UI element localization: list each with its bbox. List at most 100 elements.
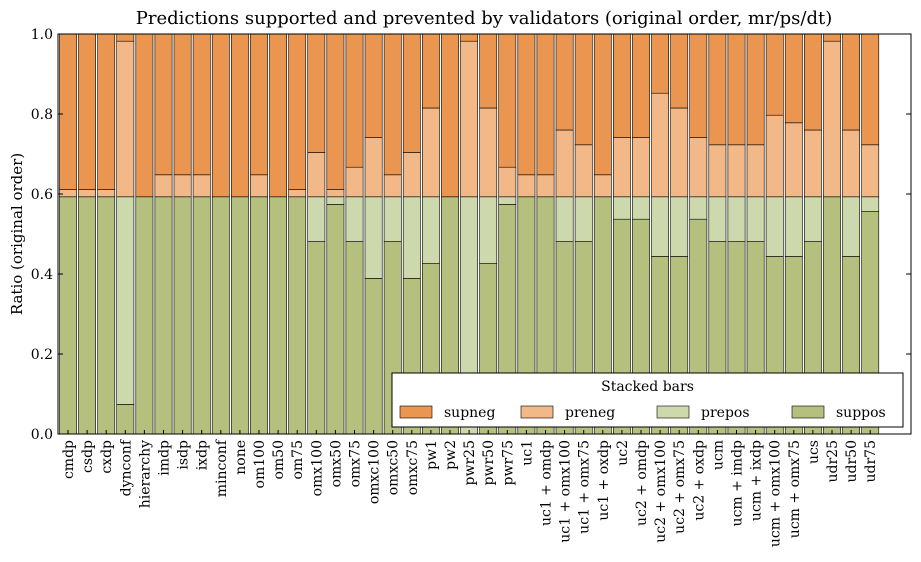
- bar-segment-suppos: [250, 196, 268, 435]
- bar-segment-preneg: [116, 40, 135, 198]
- bar-segment-supneg: [402, 33, 421, 153]
- bar-segment-prepos: [383, 196, 402, 242]
- x-tick-label: udr75: [863, 440, 879, 483]
- bar-segment-prepos: [708, 196, 727, 242]
- bar-segment-prepos: [364, 196, 383, 279]
- x-tick-label: uc1 + omx75: [577, 440, 593, 534]
- bar-segment-supneg: [517, 33, 536, 176]
- bar-segment-preneg: [574, 144, 593, 198]
- y-axis-label: Ratio (original order): [8, 153, 26, 315]
- bar-segment-supneg: [59, 33, 77, 190]
- bar-segment-preneg: [288, 189, 307, 198]
- x-tick-label: none: [233, 440, 249, 475]
- bar-segment-supneg: [154, 33, 173, 176]
- bar-segment-suppos: [116, 404, 135, 435]
- x-tick-label: pw2: [443, 440, 459, 470]
- x-tick-label: uc2: [615, 440, 631, 466]
- bar-segment-preneg: [402, 152, 421, 198]
- bar-segment-prepos: [861, 196, 880, 212]
- bar-segment-suppos: [97, 196, 116, 435]
- bar-segment-supneg: [632, 33, 650, 138]
- bar-segment-preneg: [670, 107, 689, 198]
- bar-segment-supneg: [708, 33, 727, 146]
- bar-segment-preneg: [651, 92, 670, 198]
- legend: Stacked bars supneg preneg prepos suppos: [391, 372, 904, 428]
- x-tick-label: omxc75: [405, 440, 421, 495]
- x-tick-label: uc1: [519, 440, 535, 466]
- bar-segment-supneg: [269, 33, 288, 198]
- x-tick-label: udr25: [825, 440, 841, 483]
- bar-segment-preneg: [479, 107, 498, 198]
- bar-segment-preneg: [326, 189, 345, 198]
- bar-segment-suppos: [59, 196, 77, 435]
- bar-segment-suppos: [307, 241, 326, 435]
- bar-segment-prepos: [632, 196, 650, 220]
- bar-segment-preneg: [345, 166, 364, 198]
- bar-segment-prepos: [746, 196, 765, 242]
- bar-segment-supneg: [784, 33, 803, 124]
- x-tick-label: cmdp: [61, 440, 77, 479]
- bar-segment-preneg: [689, 137, 708, 198]
- bar-segment-supneg: [803, 33, 822, 131]
- x-tick-label: omx75: [348, 440, 364, 487]
- bar-segment-suppos: [345, 241, 364, 435]
- legend-label-supneg: supneg: [444, 405, 495, 421]
- bar-segment-supneg: [250, 33, 268, 176]
- bar-segment-prepos: [670, 196, 689, 257]
- bar-segment-suppos: [288, 196, 307, 435]
- x-tick-label: hierarchy: [137, 440, 153, 508]
- bar-segment-prepos: [689, 196, 708, 220]
- bar-segment-suppos: [192, 196, 211, 435]
- x-tick-label: om100: [252, 440, 268, 488]
- bar-segment-preneg: [78, 189, 97, 198]
- bar-segment-prepos: [574, 196, 593, 242]
- x-tick-label: om75: [290, 440, 306, 480]
- bar-segment-preneg: [727, 144, 746, 198]
- bar-segment-prepos: [307, 196, 326, 242]
- bar-segment-supneg: [536, 33, 555, 176]
- bar-segment-supneg: [555, 33, 574, 131]
- legend-swatch-suppos: [791, 405, 825, 419]
- bar-segment-preneg: [383, 174, 402, 198]
- bar-segment-prepos: [803, 196, 822, 242]
- bar-segment-supneg: [192, 33, 211, 176]
- legend-label-suppos: suppos: [836, 405, 886, 421]
- bar-segment-prepos: [116, 196, 135, 405]
- bar-segment-prepos: [345, 196, 364, 242]
- legend-swatch-preneg: [520, 405, 554, 419]
- bar-segment-preneg: [861, 144, 880, 198]
- bar-segment-supneg: [842, 33, 861, 131]
- x-tick-label: omx50: [328, 440, 344, 487]
- bar-segment-supneg: [421, 33, 440, 109]
- x-tick-label: pw1: [424, 440, 440, 470]
- bar-segment-suppos: [78, 196, 97, 435]
- x-tick-label: isdp: [176, 440, 192, 470]
- bar-segment-preneg: [154, 174, 173, 198]
- y-tick-label: 0.6: [31, 187, 53, 203]
- bar-segment-suppos: [269, 196, 288, 435]
- bar-segment-supneg: [345, 33, 364, 168]
- bar-segment-supneg: [823, 33, 841, 42]
- bar-segment-supneg: [173, 33, 192, 176]
- legend-swatch-prepos: [656, 405, 690, 419]
- bar-segment-prepos: [402, 196, 421, 279]
- bar-segment-preneg: [364, 137, 383, 198]
- bar-segment-supneg: [78, 33, 97, 190]
- bar-segment-supneg: [861, 33, 880, 146]
- bar-segment-preneg: [97, 189, 116, 198]
- x-tick-label: uc1 + omdp: [539, 440, 555, 526]
- bar-segment-prepos: [842, 196, 861, 257]
- y-axis: 0.0 0.2 0.4 0.6 0.8 1.0: [31, 27, 911, 443]
- bar-segment-preneg: [59, 189, 77, 198]
- bar-segment-prepos: [555, 196, 574, 242]
- bar-segment-prepos: [651, 196, 670, 257]
- bar-segment-supneg: [364, 33, 383, 138]
- bar-segment-supneg: [460, 33, 479, 42]
- x-tick-label: omxc50: [386, 440, 402, 495]
- x-tick-label: uc1 + oxdp: [596, 440, 612, 521]
- bar-segment-preneg: [421, 107, 440, 198]
- bar-segment-preneg: [765, 114, 784, 198]
- x-tick-label: dynconf: [118, 438, 134, 496]
- bar-segment-suppos: [364, 278, 383, 435]
- bar-segment-preneg: [823, 40, 841, 198]
